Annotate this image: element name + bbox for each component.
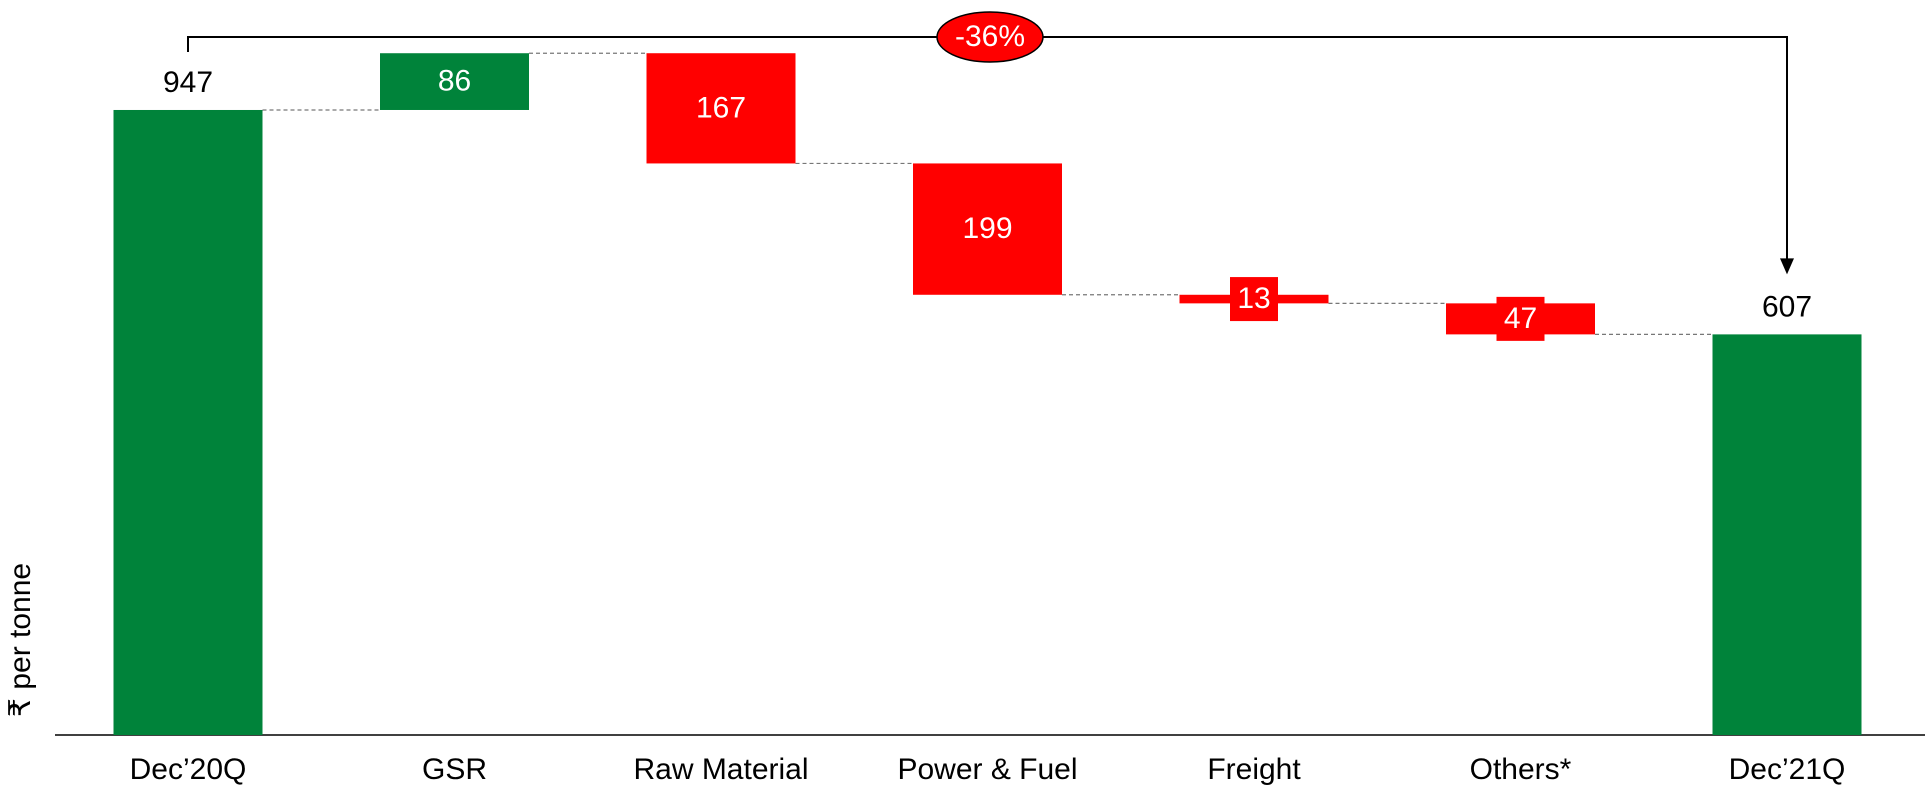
x-tick-label: Freight bbox=[1207, 753, 1301, 786]
x-tick-label: Others* bbox=[1470, 753, 1572, 786]
value-label: 167 bbox=[696, 91, 746, 124]
bar bbox=[1712, 334, 1862, 735]
bar bbox=[913, 163, 1062, 295]
annotation-badge bbox=[936, 11, 1044, 63]
annotation: -36% bbox=[955, 20, 1025, 53]
label-box bbox=[1230, 277, 1278, 322]
y-axis-label: ₹ per tonne bbox=[4, 563, 37, 717]
x-tick-label: Raw Material bbox=[633, 753, 808, 786]
x-tick-label: Dec’20Q bbox=[130, 753, 247, 786]
label-box bbox=[1496, 296, 1545, 341]
value-label: 86 bbox=[438, 65, 471, 98]
value-label: 947 bbox=[163, 66, 213, 99]
value-label: 47 bbox=[1504, 302, 1537, 335]
bar bbox=[113, 109, 263, 736]
x-tick-label: Dec’21Q bbox=[1729, 753, 1846, 786]
value-label: 199 bbox=[962, 212, 1012, 245]
arrow-head bbox=[1780, 258, 1794, 275]
value-label: 607 bbox=[1762, 290, 1812, 323]
x-tick-label: GSR bbox=[422, 753, 487, 786]
value-label: 13 bbox=[1237, 282, 1270, 315]
bar bbox=[380, 53, 529, 110]
bar bbox=[646, 53, 796, 164]
x-tick-label: Power & Fuel bbox=[897, 753, 1077, 786]
